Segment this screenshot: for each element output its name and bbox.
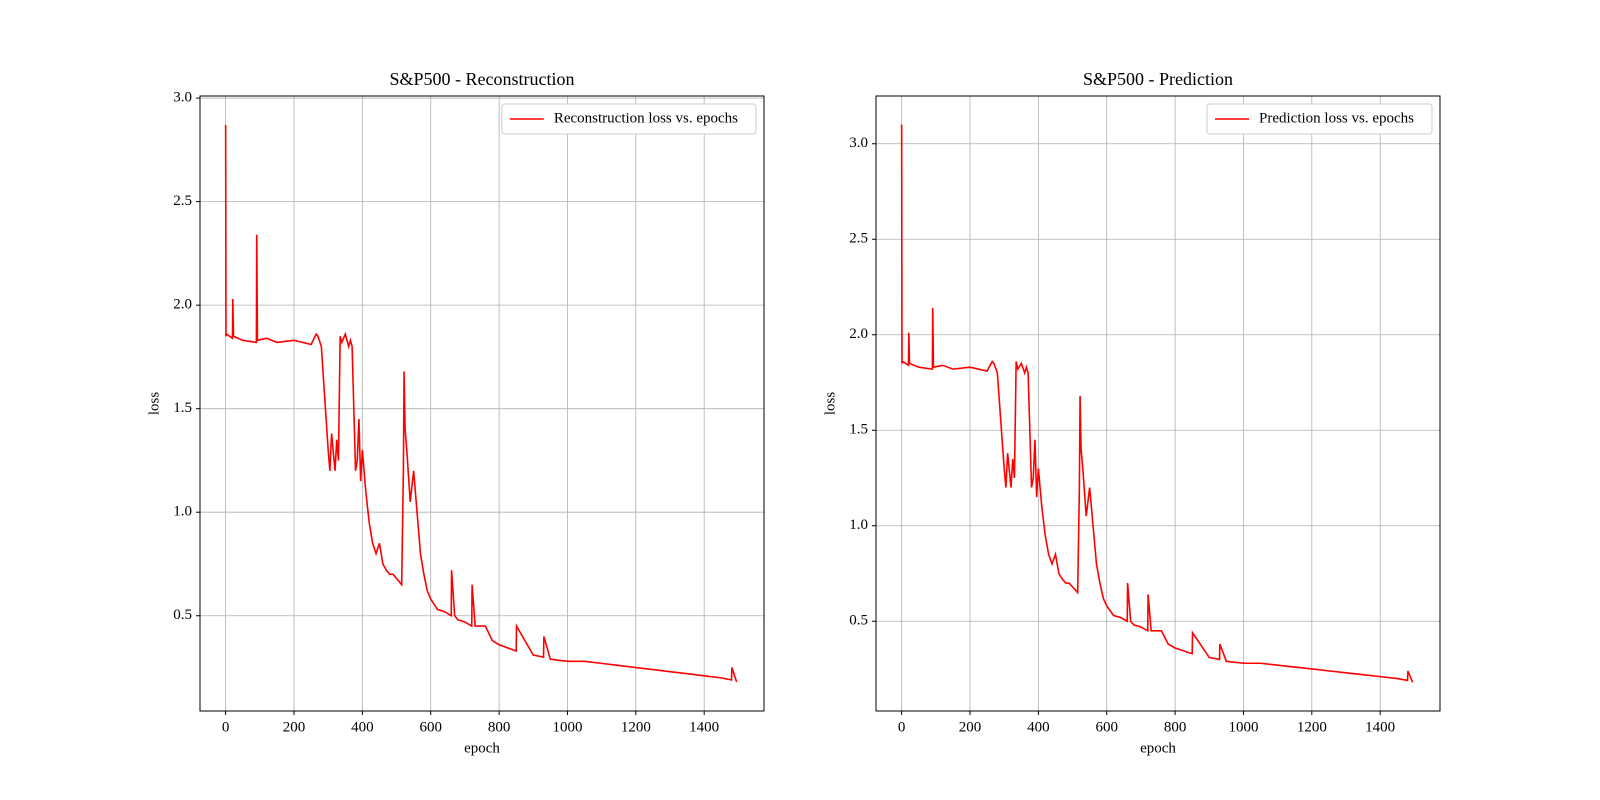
x-tick-label: 0 xyxy=(898,719,906,735)
chart-title: S&P500 - Reconstruction xyxy=(390,69,575,89)
x-tick-label: 200 xyxy=(959,719,982,735)
y-tick-label: 2.0 xyxy=(849,326,868,342)
y-tick-label: 0.5 xyxy=(849,613,868,629)
x-tick-label: 1000 xyxy=(1228,719,1258,735)
x-tick-label: 800 xyxy=(488,719,511,735)
y-axis-label: loss xyxy=(146,392,162,416)
legend-box xyxy=(501,103,757,135)
x-axis-label: epoch xyxy=(464,740,500,756)
x-tick-label: 600 xyxy=(1095,719,1118,735)
y-axis-label: loss xyxy=(822,392,838,416)
x-tick-label: 1400 xyxy=(1365,719,1395,735)
x-tick-label: 0 xyxy=(222,719,230,735)
y-tick-label: 2.5 xyxy=(173,193,192,209)
y-tick-label: 0.5 xyxy=(173,607,192,623)
y-tick-label: 3.0 xyxy=(849,135,868,151)
legend: Reconstruction loss vs. epochs xyxy=(501,103,757,135)
x-tick-label: 200 xyxy=(283,719,306,735)
y-tick-label: 1.5 xyxy=(173,400,192,416)
x-tick-label: 1200 xyxy=(621,719,651,735)
x-tick-label: 400 xyxy=(351,719,374,735)
x-axis-label: epoch xyxy=(1140,740,1176,756)
legend-label: Prediction loss vs. epochs xyxy=(1259,110,1414,126)
x-tick-label: 1400 xyxy=(689,719,719,735)
x-tick-label: 400 xyxy=(1027,719,1050,735)
y-tick-label: 2.5 xyxy=(849,231,868,247)
y-tick-label: 1.0 xyxy=(849,517,868,533)
legend: Prediction loss vs. epochs xyxy=(1206,103,1433,135)
y-tick-label: 1.5 xyxy=(849,422,868,438)
y-tick-label: 2.0 xyxy=(173,297,192,313)
x-tick-label: 600 xyxy=(419,719,442,735)
legend-box xyxy=(1206,103,1433,135)
y-tick-label: 1.0 xyxy=(173,504,192,520)
axes-frame xyxy=(199,95,765,712)
x-tick-label: 800 xyxy=(1164,719,1187,735)
legend-label: Reconstruction loss vs. epochs xyxy=(554,110,738,126)
chart-title: S&P500 - Prediction xyxy=(1083,69,1233,89)
loss-line xyxy=(224,124,738,683)
axes-frame xyxy=(875,95,1441,712)
x-tick-label: 1000 xyxy=(552,719,582,735)
loss-line xyxy=(900,124,1414,683)
y-tick-label: 3.0 xyxy=(173,90,192,106)
x-tick-label: 1200 xyxy=(1297,719,1327,735)
